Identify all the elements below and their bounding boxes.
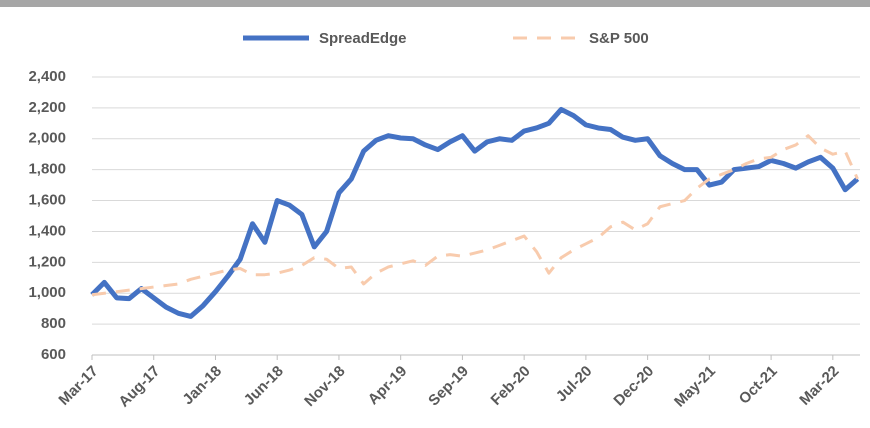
x-tick-label: May-21 — [671, 363, 719, 411]
x-tick-label: Mar-17 — [55, 363, 101, 409]
y-tick-label: 1,200 — [28, 253, 66, 270]
x-tick-label: Nov-18 — [301, 363, 348, 410]
x-tick-label: Jan-18 — [179, 363, 225, 409]
x-tick-label: Aug-17 — [115, 363, 163, 411]
y-tick-label: 2,400 — [28, 68, 66, 85]
x-tick-label: Mar-22 — [796, 363, 842, 409]
legend-label: S&P 500 — [589, 30, 649, 47]
y-tick-label: 1,600 — [28, 192, 66, 209]
x-tick-label: Apr-19 — [365, 363, 411, 409]
y-tick-label: 600 — [41, 346, 66, 363]
y-tick-label: 1,400 — [28, 222, 66, 239]
y-tick-label: 2,200 — [28, 99, 66, 116]
top-border — [0, 0, 870, 7]
series-line — [90, 106, 860, 319]
y-tick-label: 800 — [41, 315, 66, 332]
y-tick-label: 1,800 — [28, 161, 66, 178]
y-tick-label: 1,000 — [28, 284, 66, 301]
x-tick-label: Jun-18 — [241, 363, 287, 409]
x-tick-label: Sep-19 — [425, 363, 472, 410]
x-tick-label: Feb-20 — [488, 363, 534, 409]
x-tick-label: Jul-20 — [553, 363, 596, 406]
series-line — [91, 134, 859, 297]
y-tick-label: 2,000 — [28, 130, 66, 147]
x-tick-label: Oct-21 — [736, 363, 781, 408]
x-tick-label: Dec-20 — [610, 363, 657, 410]
legend-label: SpreadEdge — [319, 30, 407, 47]
